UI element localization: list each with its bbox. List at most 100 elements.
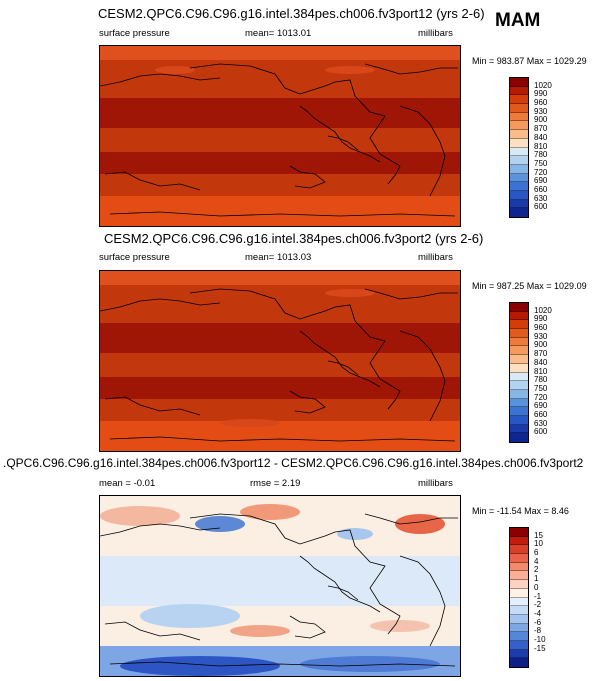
colorbar-tick-label: -6 — [534, 617, 542, 627]
colorbar-segment — [510, 164, 528, 174]
colorbar-segment — [510, 623, 528, 633]
colorbar-tick-label: 1020 — [534, 80, 552, 90]
colorbar-segment — [510, 355, 528, 364]
colorbar-segment — [510, 433, 528, 442]
colorbar-tick-label: 780 — [534, 375, 548, 385]
colorbar-segment — [510, 156, 528, 165]
colorbar-tick-label: -10 — [534, 634, 546, 644]
panel1-units-label: millibars — [418, 28, 453, 39]
colorbar-tick-label: 930 — [534, 106, 548, 116]
colorbar-tick-label: -4 — [534, 608, 542, 618]
colorbar-segment — [510, 614, 528, 624]
colorbar-tick-label: 840 — [534, 357, 548, 367]
panel3-minmax: Min = -11.54 Max = 8.46 — [472, 506, 569, 516]
colorbar-segment — [510, 138, 528, 148]
colorbar-tick-label: 750 — [534, 158, 548, 168]
panel3-colorbar-segments — [510, 528, 528, 667]
panel1-variable-label: surface pressure — [99, 28, 170, 39]
colorbar-segment — [510, 571, 528, 581]
colorbar-tick-label: 1 — [534, 574, 539, 584]
colorbar-segment — [510, 528, 528, 537]
colorbar-segment — [510, 424, 528, 434]
colorbar-tick-label: 990 — [534, 89, 548, 99]
colorbar-segment — [510, 372, 528, 382]
colorbar-segment — [510, 199, 528, 209]
colorbar-segment — [510, 649, 528, 659]
colorbar-tick-label: 900 — [534, 115, 548, 125]
colorbar-tick-label: 660 — [534, 409, 548, 419]
panel1-colorbar-segments — [510, 78, 528, 217]
colorbar-segment — [510, 112, 528, 122]
colorbar-tick-label: 600 — [534, 427, 548, 437]
panel2-title: CESM2.QPC6.C96.C96.g16.intel.384pes.ch00… — [104, 231, 484, 246]
colorbar-tick-label: 4 — [534, 556, 539, 566]
colorbar-segment — [510, 208, 528, 217]
colorbar-segment — [510, 597, 528, 607]
colorbar-segment — [510, 407, 528, 416]
colorbar-tick-label: 990 — [534, 314, 548, 324]
colorbar-tick-label: -8 — [534, 626, 542, 636]
colorbar-segment — [510, 86, 528, 96]
panel2-coastlines — [100, 288, 458, 442]
colorbar-tick-label: 630 — [534, 418, 548, 428]
panel3-coastlines — [100, 513, 458, 667]
colorbar-segment — [510, 78, 528, 87]
colorbar-tick-label: 960 — [534, 323, 548, 333]
panel1-colorbar — [509, 77, 529, 218]
season-label: MAM — [495, 10, 541, 31]
colorbar-segment — [510, 580, 528, 589]
colorbar-tick-label: 10 — [534, 539, 543, 549]
colorbar-tick-label: 690 — [534, 401, 548, 411]
colorbar-tick-label: 780 — [534, 150, 548, 160]
panel3-title: .QPC6.C96.C96.g16.intel.384pes.ch006.fv3… — [3, 456, 584, 470]
colorbar-tick-label: 720 — [534, 392, 548, 402]
panel3-map — [99, 495, 461, 677]
colorbar-tick-label: 15 — [534, 530, 543, 540]
colorbar-segment — [510, 554, 528, 563]
colorbar-segment — [510, 311, 528, 321]
panel2-map — [99, 270, 461, 452]
panel1-coastlines — [100, 63, 458, 217]
colorbar-segment — [510, 381, 528, 390]
colorbar-segment — [510, 303, 528, 312]
panel3-mean-label: mean = -0.01 — [99, 478, 156, 489]
colorbar-tick-label: 810 — [534, 141, 548, 151]
colorbar-tick-label: 660 — [534, 184, 548, 194]
colorbar-tick-label: -15 — [534, 643, 546, 653]
colorbar-segment — [510, 545, 528, 555]
colorbar-segment — [510, 562, 528, 572]
colorbar-segment — [510, 640, 528, 650]
colorbar-tick-label: 930 — [534, 331, 548, 341]
colorbar-segment — [510, 536, 528, 546]
colorbar-segment — [510, 389, 528, 399]
panel3-rmse-label: rmse = 2.19 — [250, 478, 301, 489]
colorbar-tick-label: 2 — [534, 565, 539, 575]
colorbar-segment — [510, 398, 528, 408]
colorbar-tick-label: 6 — [534, 548, 539, 558]
panel3-units-label: millibars — [418, 478, 453, 489]
panel2-variable-label: surface pressure — [99, 252, 170, 263]
panel3-colorbar — [509, 527, 529, 668]
colorbar-tick-label: 870 — [534, 124, 548, 134]
colorbar-segment — [510, 173, 528, 183]
panel2-colorbar-segments — [510, 303, 528, 442]
colorbar-tick-label: 0 — [534, 582, 539, 592]
colorbar-tick-label: 870 — [534, 349, 548, 359]
colorbar-segment — [510, 95, 528, 105]
colorbar-tick-label: 840 — [534, 132, 548, 142]
colorbar-tick-label: 750 — [534, 383, 548, 393]
colorbar-tick-label: -2 — [534, 600, 542, 610]
colorbar-segment — [510, 329, 528, 338]
colorbar-segment — [510, 320, 528, 330]
colorbar-segment — [510, 182, 528, 191]
colorbar-segment — [510, 346, 528, 356]
panel2-colorbar — [509, 302, 529, 443]
panel1-mean-label: mean= 1013.01 — [245, 28, 312, 39]
colorbar-segment — [510, 632, 528, 641]
colorbar-tick-label: 900 — [534, 340, 548, 350]
colorbar-segment — [510, 337, 528, 347]
colorbar-segment — [510, 147, 528, 157]
colorbar-segment — [510, 588, 528, 598]
panel2-mean-label: mean= 1013.03 — [245, 252, 312, 263]
panel1-title: CESM2.QPC6.C96.C96.g16.intel.384pes.ch00… — [98, 6, 485, 21]
